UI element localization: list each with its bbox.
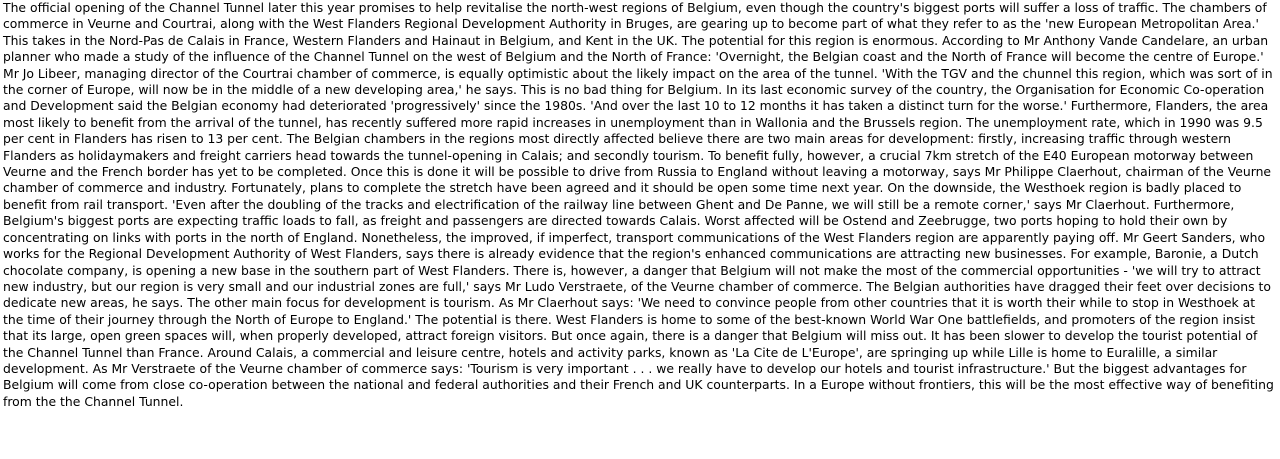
article-body-text: The official opening of the Channel Tunn… bbox=[3, 0, 1274, 409]
